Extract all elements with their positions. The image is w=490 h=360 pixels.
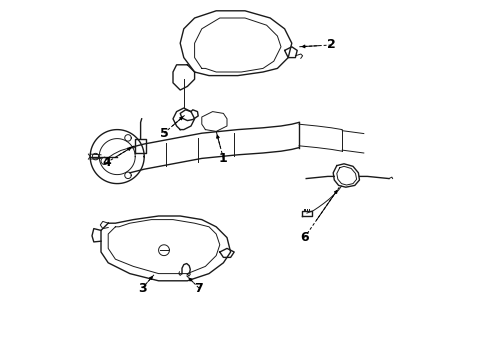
Text: 6: 6 <box>300 231 309 244</box>
Text: 5: 5 <box>160 127 169 140</box>
Text: 3: 3 <box>138 282 147 294</box>
Text: 7: 7 <box>195 282 203 294</box>
Text: 1: 1 <box>219 152 228 165</box>
Text: 2: 2 <box>327 39 336 51</box>
Text: 4: 4 <box>102 156 111 169</box>
